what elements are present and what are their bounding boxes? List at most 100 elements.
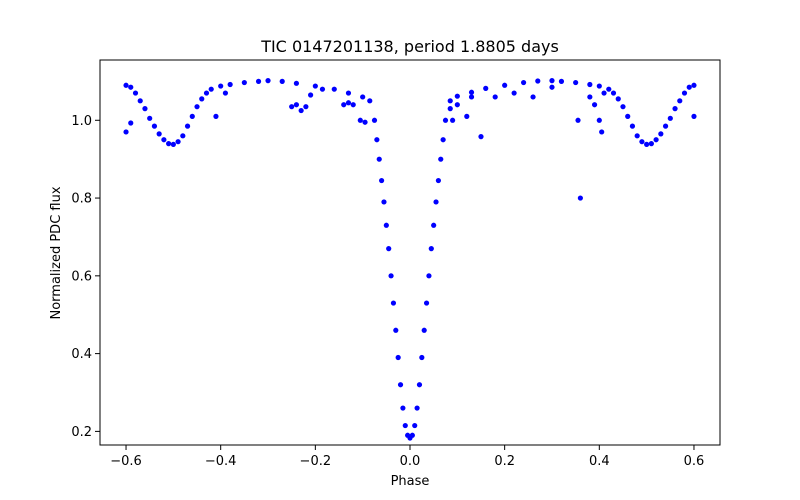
data-point: [345, 90, 352, 96]
data-point: [492, 94, 498, 100]
data-point: [691, 82, 697, 88]
data-point: [502, 82, 508, 88]
data-point: [402, 422, 408, 429]
data-point: [180, 133, 186, 139]
data-point: [625, 113, 631, 119]
data-point: [175, 139, 181, 145]
data-point: [123, 82, 129, 88]
data-point: [468, 94, 475, 100]
data-point: [289, 104, 295, 110]
x-tick-label: −0.4: [205, 454, 237, 469]
data-point: [409, 432, 415, 438]
data-point: [573, 79, 579, 86]
data-point: [376, 156, 382, 162]
data-point: [644, 141, 650, 147]
data-point: [189, 113, 195, 119]
data-point: [341, 102, 347, 108]
data-point: [606, 86, 612, 92]
data-point: [575, 117, 581, 123]
y-tick-label: 0.2: [71, 425, 92, 440]
data-point: [170, 141, 176, 147]
data-point: [450, 117, 456, 123]
data-point: [147, 115, 153, 121]
data-point: [530, 94, 536, 100]
data-point: [362, 119, 368, 125]
data-point: [166, 141, 172, 147]
plot-frame: [99, 59, 721, 446]
data-point: [416, 382, 423, 388]
data-point: [395, 354, 401, 361]
x-tick-label: 0.2: [494, 454, 515, 469]
data-point: [374, 137, 380, 143]
data-point: [397, 382, 404, 388]
data-point: [677, 98, 683, 104]
data-point: [634, 133, 640, 139]
data-point: [151, 123, 158, 129]
data-point: [440, 137, 446, 143]
data-point: [345, 100, 352, 106]
data-point: [601, 90, 607, 96]
data-point: [303, 104, 309, 110]
data-point: [577, 195, 583, 201]
data-point: [383, 222, 389, 228]
y-tick-label: 0.4: [71, 347, 92, 362]
y-axis-label: Normalized PDC flux: [49, 186, 64, 319]
data-points: [123, 78, 697, 441]
data-point: [426, 273, 432, 279]
data-point: [400, 405, 406, 411]
data-point: [156, 131, 162, 137]
data-point: [265, 78, 271, 84]
data-point: [142, 106, 148, 112]
data-point: [423, 300, 430, 306]
data-point: [419, 354, 425, 361]
data-point: [293, 80, 300, 86]
data-point: [511, 90, 517, 96]
data-point: [438, 156, 444, 162]
data-point: [331, 86, 337, 92]
data-point: [123, 129, 129, 135]
data-point: [558, 78, 565, 84]
data-point: [435, 177, 441, 184]
data-point: [667, 115, 673, 121]
data-point: [241, 79, 247, 86]
data-point: [371, 117, 378, 123]
data-point: [478, 134, 484, 140]
data-point: [599, 129, 605, 135]
x-tick-label: 0.4: [589, 454, 610, 469]
data-point: [442, 117, 449, 123]
x-tick-label: −0.2: [300, 454, 332, 469]
data-point: [218, 83, 224, 89]
data-point: [549, 84, 555, 90]
data-point: [615, 96, 621, 102]
x-tick-label: 0.0: [400, 454, 421, 469]
data-point: [591, 102, 598, 108]
data-point: [128, 120, 134, 126]
data-point: [298, 107, 304, 114]
data-point: [128, 84, 134, 90]
data-point: [468, 89, 475, 95]
chart-title: TIC 0147201138, period 1.8805 days: [260, 37, 559, 56]
y-tick-label: 0.8: [71, 192, 92, 207]
data-point: [620, 104, 626, 110]
data-point: [379, 177, 385, 184]
data-point: [639, 139, 645, 145]
data-point: [653, 137, 659, 143]
data-point: [662, 123, 669, 129]
data-point: [222, 90, 229, 96]
data-point: [464, 113, 470, 119]
data-point: [390, 300, 397, 306]
data-point: [319, 86, 326, 92]
data-point: [549, 78, 555, 84]
data-point: [672, 106, 678, 112]
data-point: [213, 113, 219, 119]
data-point: [587, 94, 593, 100]
data-point: [279, 78, 285, 84]
data-point: [357, 117, 363, 123]
y-tick-label: 1.0: [71, 114, 92, 129]
x-tick-label: −0.6: [110, 454, 142, 469]
data-point: [483, 85, 489, 91]
data-point: [367, 98, 373, 104]
data-point: [658, 131, 664, 137]
data-point: [414, 405, 420, 411]
data-point: [648, 141, 654, 147]
